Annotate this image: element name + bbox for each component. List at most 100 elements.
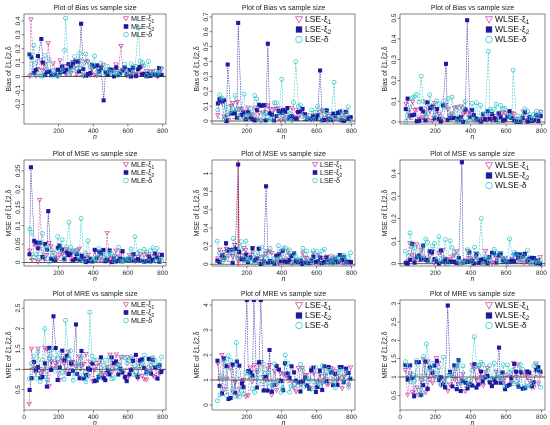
point-delta [37, 379, 43, 384]
x-axis-label: n [93, 134, 97, 141]
point-delta [496, 371, 501, 377]
x-tick-label: 600 [122, 128, 133, 135]
point-delta [447, 113, 453, 119]
point-delta [122, 61, 127, 67]
point-delta [291, 382, 297, 387]
point-xi2 [298, 109, 303, 114]
point-xi2 [344, 366, 349, 371]
point-xi1 [266, 362, 273, 368]
point-delta [432, 241, 437, 246]
point-xi1 [427, 377, 433, 383]
point-xi1 [227, 366, 234, 372]
point-xi2 [269, 389, 274, 394]
x-tick-label: 600 [311, 270, 322, 277]
x-axis-label: n [282, 134, 286, 141]
point-xi1 [325, 382, 332, 387]
point-xi2 [309, 368, 314, 373]
x-tick-label: 800 [346, 270, 357, 277]
x-tick-label: 200 [430, 270, 441, 277]
trend-line [29, 73, 161, 77]
y-tick-label: 0 [203, 119, 210, 123]
point-xi2 [94, 63, 99, 68]
point-xi1 [113, 248, 119, 254]
point-xi2 [40, 60, 45, 65]
point-delta [120, 68, 125, 74]
point-delta [498, 103, 503, 108]
point-xi1 [243, 394, 249, 400]
point-xi1 [524, 375, 531, 381]
point-delta [280, 112, 286, 118]
point-delta [280, 246, 286, 251]
y-tick-label: 0.2 [15, 184, 22, 193]
point-delta [507, 236, 512, 242]
plot-frame [211, 13, 356, 125]
point-xi2 [493, 380, 498, 385]
point-xi2 [443, 61, 449, 66]
point-delta [509, 368, 514, 374]
plot-area [24, 15, 166, 103]
point-delta [334, 255, 340, 261]
legend-marker-delta [295, 35, 303, 44]
point-delta [96, 375, 101, 381]
x-tick-label: 600 [501, 128, 512, 135]
plot-area [212, 300, 355, 404]
point-xi2 [47, 345, 52, 350]
point-delta [478, 216, 484, 221]
point-delta [44, 377, 50, 383]
legend-label: WLSE-ξ2 [495, 170, 530, 182]
point-xi1 [493, 369, 499, 375]
point-delta [55, 234, 61, 239]
point-delta [68, 245, 74, 250]
point-delta [96, 71, 101, 76]
point-xi1 [458, 104, 464, 110]
point-delta [454, 363, 460, 369]
point-delta [335, 370, 340, 376]
point-delta [254, 96, 260, 102]
point-delta [83, 51, 88, 57]
series-line-xi2 [29, 316, 162, 391]
chart-title: Plot of MRE vs sample size [52, 291, 137, 298]
y-tick-label: 0.1 [15, 221, 22, 230]
legend-marker-xi1 [123, 16, 129, 22]
series-line-delta [216, 238, 351, 265]
series-line-delta [29, 218, 162, 263]
y-tick-label: 0 [391, 262, 398, 266]
point-delta [282, 352, 288, 358]
point-xi1 [454, 105, 460, 111]
point-delta [456, 258, 461, 264]
point-xi1 [317, 110, 323, 116]
point-xi2 [304, 383, 309, 388]
point-xi1 [126, 253, 133, 259]
point-delta [243, 370, 249, 375]
point-delta [486, 49, 491, 54]
point-xi2 [142, 365, 147, 370]
x-tick-label: 400 [276, 414, 287, 421]
point-delta [285, 116, 290, 122]
plot-frame [23, 13, 167, 125]
point-delta [72, 371, 78, 377]
point-xi2 [237, 363, 242, 368]
point-delta [410, 372, 415, 378]
point-delta [436, 365, 442, 370]
point-xi1 [35, 346, 41, 352]
point-delta [249, 386, 255, 392]
chart-title: Plot of MRE vs sample size [430, 291, 515, 298]
point-xi1 [451, 105, 457, 111]
y-axis-label: MSE of ξ1,ξ2,δ [6, 190, 13, 237]
x-tick-label: 800 [536, 414, 547, 421]
point-delta [300, 114, 305, 119]
point-xi1 [414, 385, 420, 391]
point-xi2 [230, 260, 235, 265]
point-delta [98, 60, 104, 66]
point-delta [449, 245, 455, 251]
point-delta [485, 368, 490, 373]
y-axis-label: MRE of ξ1,ξ2,δ [382, 331, 389, 378]
point-delta [237, 115, 242, 121]
point-delta [102, 357, 108, 363]
series-line-delta [405, 218, 541, 264]
y-tick-label: 1 [203, 171, 210, 175]
point-delta [322, 112, 327, 117]
